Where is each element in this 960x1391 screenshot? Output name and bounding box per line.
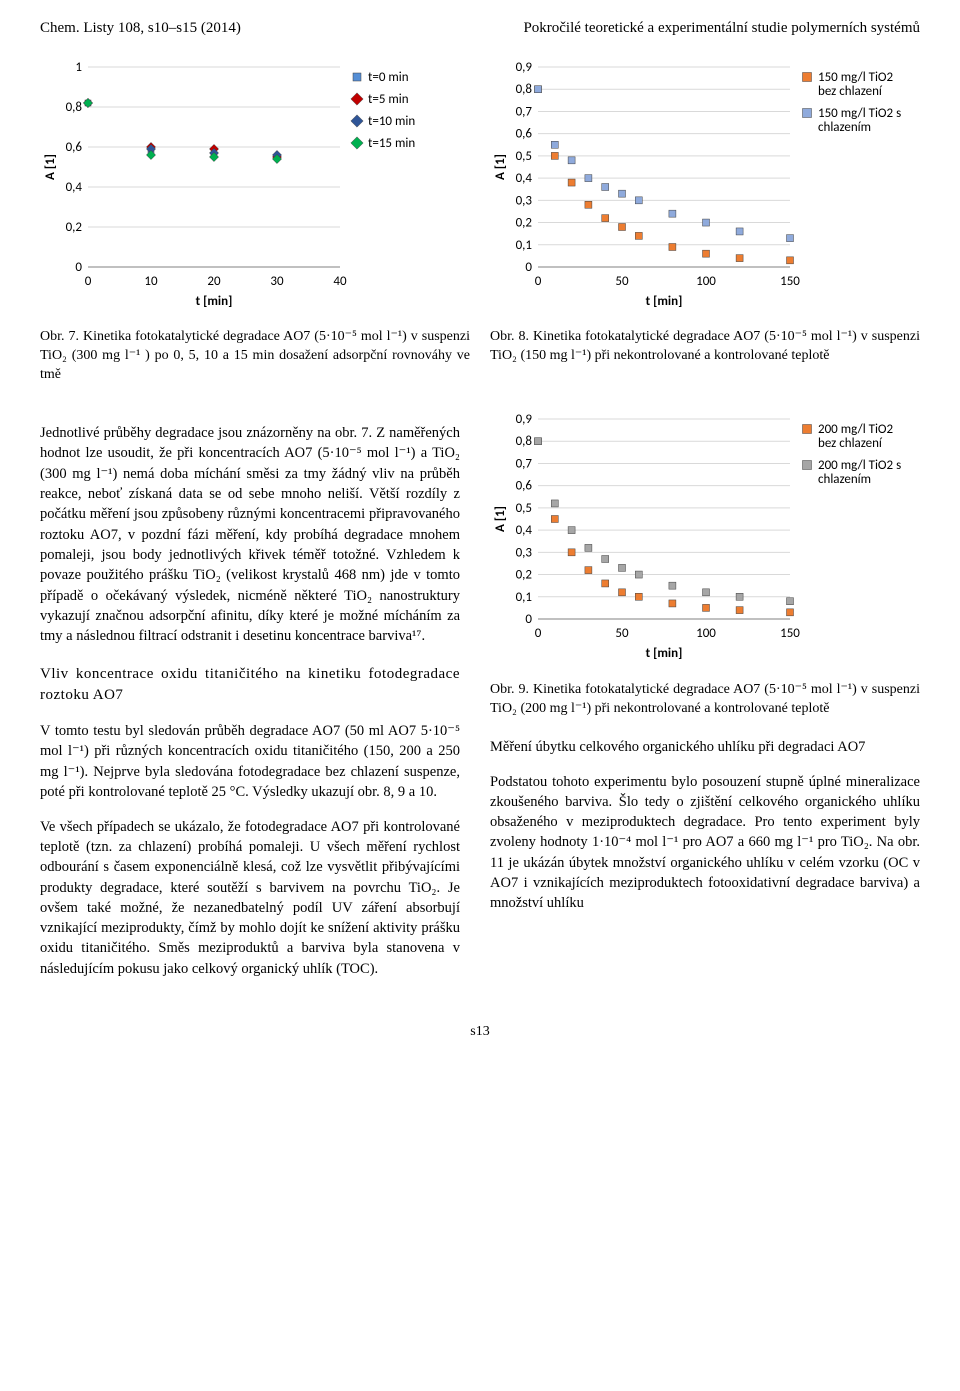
svg-text:150: 150 bbox=[780, 274, 800, 289]
svg-text:0,9: 0,9 bbox=[516, 412, 533, 427]
svg-text:0,1: 0,1 bbox=[516, 589, 532, 604]
svg-text:0,8: 0,8 bbox=[516, 434, 533, 449]
svg-text:0,6: 0,6 bbox=[516, 478, 533, 493]
svg-text:0: 0 bbox=[75, 260, 82, 275]
paragraph-1: Jednotlivé průběhy degradace jsou znázor… bbox=[40, 423, 460, 646]
svg-text:t [min]: t [min] bbox=[196, 294, 233, 309]
svg-text:20: 20 bbox=[207, 274, 221, 289]
svg-text:0,4: 0,4 bbox=[66, 180, 83, 195]
svg-text:200 mg/l TiO2: 200 mg/l TiO2 bbox=[818, 422, 894, 437]
svg-text:bez chlazení: bez chlazení bbox=[818, 84, 883, 99]
svg-text:0,5: 0,5 bbox=[516, 501, 532, 516]
svg-text:0: 0 bbox=[535, 274, 542, 289]
svg-text:A [1]: A [1] bbox=[43, 154, 58, 180]
svg-text:1: 1 bbox=[75, 60, 82, 75]
svg-text:0,3: 0,3 bbox=[516, 193, 533, 208]
svg-text:chlazením: chlazením bbox=[818, 472, 871, 487]
caption-9: Obr. 9. Kinetika fotokatalytické degrada… bbox=[490, 681, 920, 719]
paragraph-2: V tomto testu byl sledován průběh degrad… bbox=[40, 721, 460, 802]
svg-text:0,9: 0,9 bbox=[516, 60, 533, 75]
svg-text:50: 50 bbox=[615, 274, 629, 289]
svg-text:150 mg/l TiO2: 150 mg/l TiO2 bbox=[818, 70, 894, 85]
svg-text:0,2: 0,2 bbox=[66, 220, 83, 235]
svg-text:t=15 min: t=15 min bbox=[368, 136, 415, 151]
caption-9-text: Obr. 9. Kinetika fotokatalytické degrada… bbox=[490, 682, 920, 716]
svg-text:0: 0 bbox=[525, 260, 532, 275]
caption-8-text: Obr. 8. Kinetika fotokatalytické degrada… bbox=[490, 329, 920, 363]
paragraph-3: Ve všech případech se ukázalo, že fotode… bbox=[40, 817, 460, 979]
chart-8: 0 0,1 0,2 0,3 0,4 0,5 0,6 0,7 0,8 0,9 0 50 100 150 A [… bbox=[490, 57, 920, 317]
svg-text:40: 40 bbox=[333, 274, 347, 289]
svg-text:t=0 min: t=0 min bbox=[368, 70, 409, 85]
svg-text:bez chlazení: bez chlazení bbox=[818, 436, 883, 451]
svg-text:0,4: 0,4 bbox=[516, 171, 533, 186]
svg-text:0: 0 bbox=[525, 612, 532, 627]
svg-text:30: 30 bbox=[270, 274, 284, 289]
svg-text:200 mg/l TiO2 s: 200 mg/l TiO2 s bbox=[818, 458, 901, 473]
svg-text:150: 150 bbox=[780, 626, 800, 641]
caption-8: Obr. 8. Kinetika fotokatalytické degrada… bbox=[490, 328, 920, 366]
svg-text:100: 100 bbox=[696, 626, 716, 641]
svg-text:0: 0 bbox=[535, 626, 542, 641]
svg-text:t=10 min: t=10 min bbox=[368, 114, 415, 129]
svg-text:0,4: 0,4 bbox=[516, 523, 533, 538]
chart-7: 00,20,40,60,81010203040A [1]t [min]t=0 m… bbox=[40, 57, 470, 317]
svg-text:0,5: 0,5 bbox=[516, 149, 532, 164]
svg-text:0,2: 0,2 bbox=[516, 216, 533, 231]
subhead-2: Měření úbytku celkového organického uhlí… bbox=[490, 737, 920, 757]
svg-text:t [min]: t [min] bbox=[646, 646, 683, 661]
svg-text:0,2: 0,2 bbox=[516, 567, 533, 582]
caption-7: Obr. 7. Kinetika fotokatalytické degrada… bbox=[40, 328, 470, 385]
subhead-1: Vliv koncentrace oxidu titaničitého na k… bbox=[40, 664, 460, 706]
svg-text:150 mg/l TiO2 s: 150 mg/l TiO2 s bbox=[818, 106, 901, 121]
svg-text:100: 100 bbox=[696, 274, 716, 289]
svg-text:0,3: 0,3 bbox=[516, 545, 533, 560]
svg-text:t [min]: t [min] bbox=[646, 294, 683, 309]
svg-text:50: 50 bbox=[615, 626, 629, 641]
svg-text:A [1]: A [1] bbox=[493, 154, 508, 180]
page-number: s13 bbox=[40, 1024, 920, 1040]
svg-text:0,6: 0,6 bbox=[66, 140, 83, 155]
header-right: Pokročilé teoretické a experimentální st… bbox=[523, 20, 920, 37]
svg-text:t=5 min: t=5 min bbox=[368, 92, 409, 107]
page-header: Chem. Listy 108, s10–s15 (2014) Pokročil… bbox=[40, 20, 920, 37]
svg-text:10: 10 bbox=[144, 274, 158, 289]
svg-text:0,7: 0,7 bbox=[516, 456, 533, 471]
caption-7-text: Obr. 7. Kinetika fotokatalytické degrada… bbox=[40, 329, 470, 382]
paragraph-4: Podstatou tohoto experimentu bylo posouz… bbox=[490, 772, 920, 914]
svg-text:0,8: 0,8 bbox=[516, 82, 533, 97]
header-left: Chem. Listy 108, s10–s15 (2014) bbox=[40, 20, 241, 37]
svg-text:chlazením: chlazením bbox=[818, 120, 871, 135]
svg-text:0,1: 0,1 bbox=[516, 238, 532, 253]
svg-text:0,8: 0,8 bbox=[66, 100, 83, 115]
svg-text:0: 0 bbox=[85, 274, 92, 289]
svg-text:A [1]: A [1] bbox=[493, 506, 508, 532]
svg-text:0,7: 0,7 bbox=[516, 104, 533, 119]
svg-text:0,6: 0,6 bbox=[516, 127, 533, 142]
chart-9: 0 0,1 0,2 0,3 0,4 0,5 0,6 0,7 0,8 0,9 0 50 100 150 A [… bbox=[490, 409, 920, 669]
